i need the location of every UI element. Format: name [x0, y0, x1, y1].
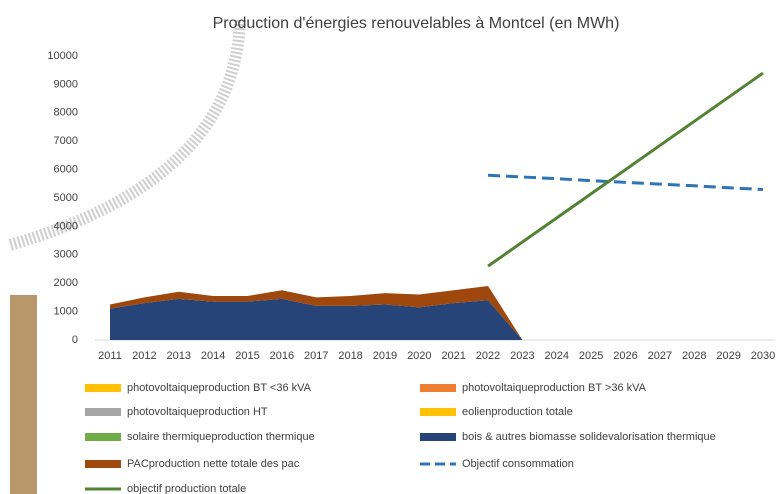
x-tick-label: 2024 [545, 350, 569, 362]
legend-swatch [85, 433, 121, 441]
line [488, 175, 763, 189]
legend-swatch [420, 433, 456, 441]
y-tick-label: 8000 [54, 107, 78, 119]
x-tick-label: 2028 [682, 350, 706, 362]
y-tick-label: 0 [72, 334, 78, 346]
y-tick-label: 4000 [54, 220, 78, 232]
legend-label: objectif production totale [127, 483, 246, 494]
x-tick-label: 2026 [613, 350, 637, 362]
x-tick-label: 2014 [201, 350, 225, 362]
x-tick-label: 2016 [270, 350, 294, 362]
legend-label: photovoltaiqueproduction BT >36 kVA [462, 382, 647, 394]
decor-bar [10, 295, 37, 494]
y-tick-label: 9000 [54, 78, 78, 90]
chart-title: Production d'énergies renouvelables à Mo… [213, 15, 620, 32]
y-tick-label: 10000 [47, 50, 78, 62]
x-tick-label: 2018 [338, 350, 362, 362]
x-tick-label: 2022 [476, 350, 500, 362]
x-tick-label: 2030 [751, 350, 775, 362]
x-tick-label: 2020 [407, 350, 431, 362]
x-tick-label: 2019 [373, 350, 397, 362]
x-tick-label: 2021 [441, 350, 465, 362]
x-tick-label: 2017 [304, 350, 328, 362]
y-tick-label: 2000 [54, 277, 78, 289]
legend-label: bois & autres biomasse solidevalorisatio… [462, 431, 716, 443]
x-tick-label: 2029 [716, 350, 740, 362]
legend-swatch [85, 384, 121, 392]
x-tick-label: 2027 [648, 350, 672, 362]
decor-arc [10, 20, 240, 245]
x-tick-label: 2023 [510, 350, 534, 362]
legend-label: Objectif consommation [462, 458, 574, 470]
y-tick-label: 5000 [54, 192, 78, 204]
line [488, 73, 763, 266]
legend-swatch [85, 460, 121, 468]
legend-label: photovoltaiqueproduction HT [127, 406, 268, 418]
y-tick-label: 7000 [54, 135, 78, 147]
legend-label: solaire thermiqueproduction thermique [127, 431, 315, 443]
legend-swatch [85, 408, 121, 416]
x-tick-label: 2025 [579, 350, 603, 362]
legend-label: photovoltaiqueproduction BT <36 kVA [127, 382, 312, 394]
x-tick-label: 2013 [166, 350, 190, 362]
y-tick-label: 1000 [54, 306, 78, 318]
legend-label: eolienproduction totale [462, 406, 573, 418]
x-tick-label: 2011 [98, 350, 122, 362]
x-tick-label: 2015 [235, 350, 259, 362]
y-tick-label: 3000 [54, 249, 78, 261]
legend-swatch [420, 384, 456, 392]
x-tick-label: 2012 [132, 350, 156, 362]
legend-label: PACproduction nette totale des pac [127, 458, 300, 470]
chart: Production d'énergies renouvelables à Mo… [0, 0, 779, 494]
y-tick-label: 6000 [54, 164, 78, 176]
legend-swatch [420, 408, 456, 416]
